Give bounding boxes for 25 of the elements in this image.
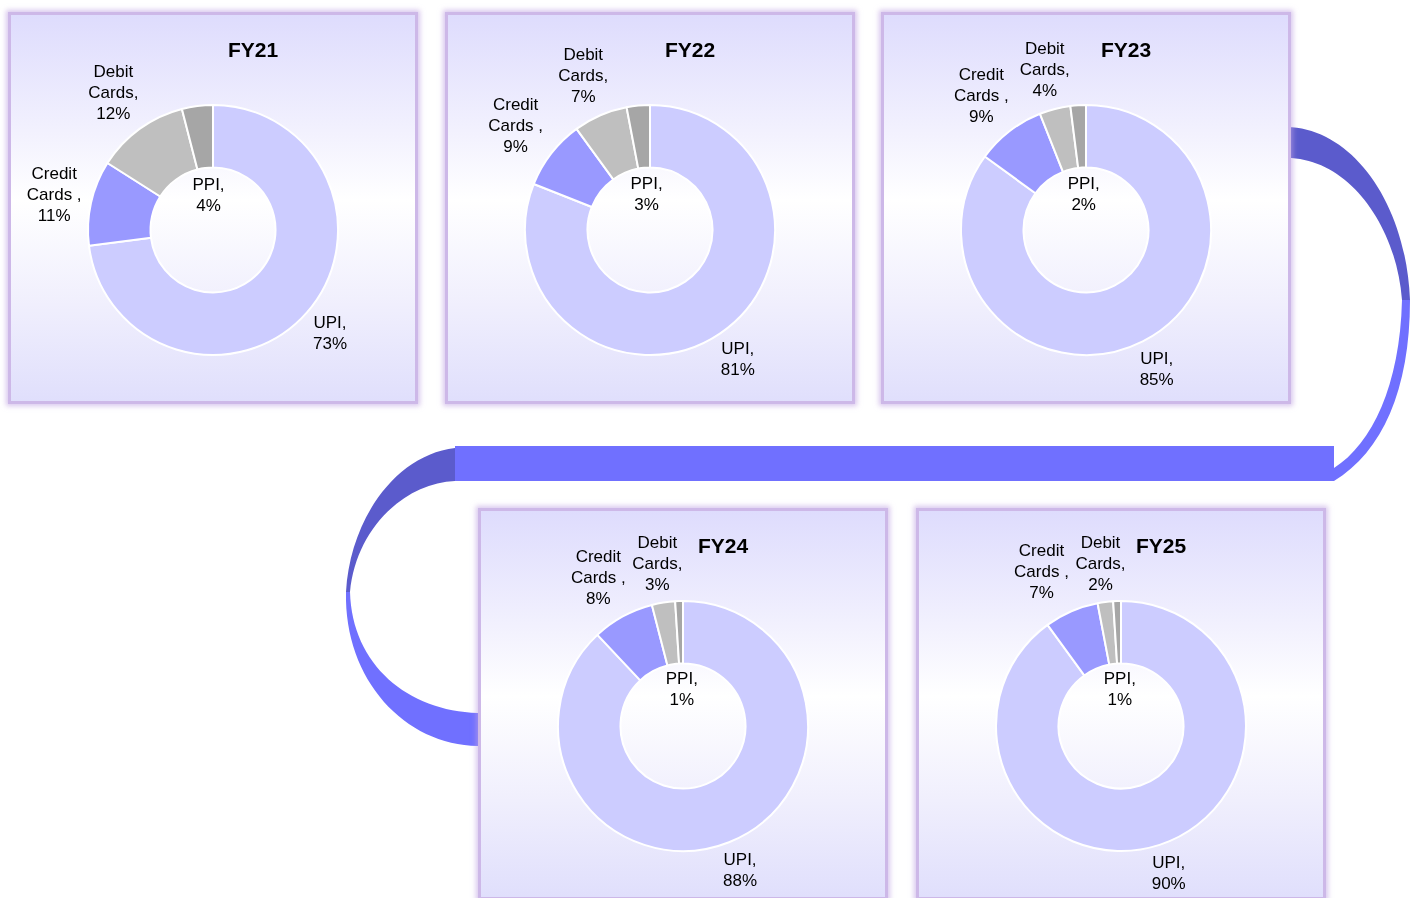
data-label: Debit Cards, 12% [87, 61, 140, 125]
data-label: Credit Cards , 11% [25, 163, 83, 226]
data-label: Credit Cards , 7% [1013, 539, 1070, 603]
chart-title: FY23 [1100, 37, 1152, 61]
data-label: UPI, 73% [312, 312, 349, 355]
data-label: UPI, 90% [1150, 851, 1187, 894]
chart-title: FY24 [697, 533, 749, 557]
chart-title: FY25 [1135, 533, 1187, 557]
data-label: Debit Cards, 7% [557, 44, 610, 108]
data-label: PPI, 1% [1102, 668, 1137, 711]
chart-title: FY21 [227, 37, 279, 61]
chart-title: FY22 [664, 37, 716, 61]
data-label: Debit Cards, 3% [631, 532, 684, 596]
data-label: PPI, 3% [629, 173, 664, 216]
data-label: UPI, 88% [722, 849, 759, 892]
data-label: UPI, 85% [1138, 347, 1175, 390]
data-label: Credit Cards , 9% [952, 63, 1010, 127]
data-label: Debit Cards, 4% [1018, 37, 1071, 101]
data-label: UPI, 81% [719, 338, 756, 381]
data-label: PPI, 1% [664, 668, 699, 711]
data-label: PPI, 2% [1066, 172, 1101, 215]
data-label: Credit Cards , 9% [487, 94, 545, 158]
data-label: PPI, 4% [191, 173, 226, 216]
data-label: Credit Cards , 8% [569, 545, 627, 609]
data-label: Debit Cards, 2% [1074, 532, 1127, 596]
